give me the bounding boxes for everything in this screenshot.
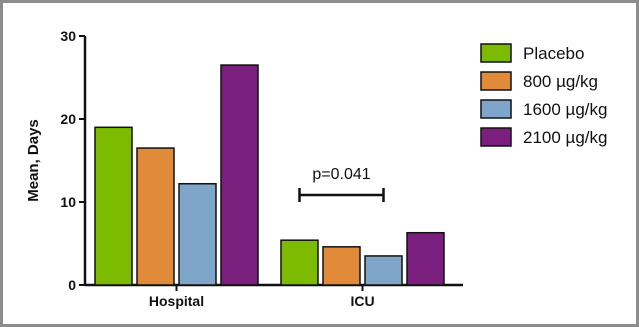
bar-icu-2	[364, 255, 403, 286]
annotation: p=0.041	[298, 166, 385, 202]
y-tick-label-1: 10	[60, 194, 76, 210]
annotation-text: p=0.041	[312, 166, 370, 183]
legend-label-2: 1600 µg/kg	[523, 100, 607, 119]
legend-swatch-2	[480, 99, 512, 119]
legend-label-3: 2100 µg/kg	[523, 128, 607, 147]
bars	[94, 64, 445, 286]
bar-icu-0	[280, 239, 319, 286]
bar-hospital-3	[220, 64, 259, 286]
bar-icu-1	[322, 246, 361, 286]
y-tick-label-3: 30	[60, 28, 76, 44]
x-tick-label-icu: ICU	[350, 293, 374, 309]
legend-label-1: 800 µg/kg	[523, 72, 598, 91]
y-tick-label-0: 0	[68, 277, 76, 293]
bar-hospital-1	[136, 147, 175, 286]
legend-label-0: Placebo	[523, 44, 584, 63]
bar-hospital-0	[94, 126, 133, 286]
y-axis-label: Mean, Days	[25, 119, 42, 202]
legend-swatch-3	[480, 127, 512, 147]
y-tick-label-2: 20	[60, 111, 76, 127]
legend-swatch-1	[480, 71, 512, 91]
bar-icu-3	[406, 231, 445, 286]
legend-swatch-0	[480, 43, 512, 63]
x-tick-label-hospital: Hospital	[149, 293, 204, 309]
bar-hospital-2	[178, 182, 217, 286]
legend: Placebo 800 µg/kg 1600 µg/kg 2100 µg/kg	[480, 43, 607, 147]
